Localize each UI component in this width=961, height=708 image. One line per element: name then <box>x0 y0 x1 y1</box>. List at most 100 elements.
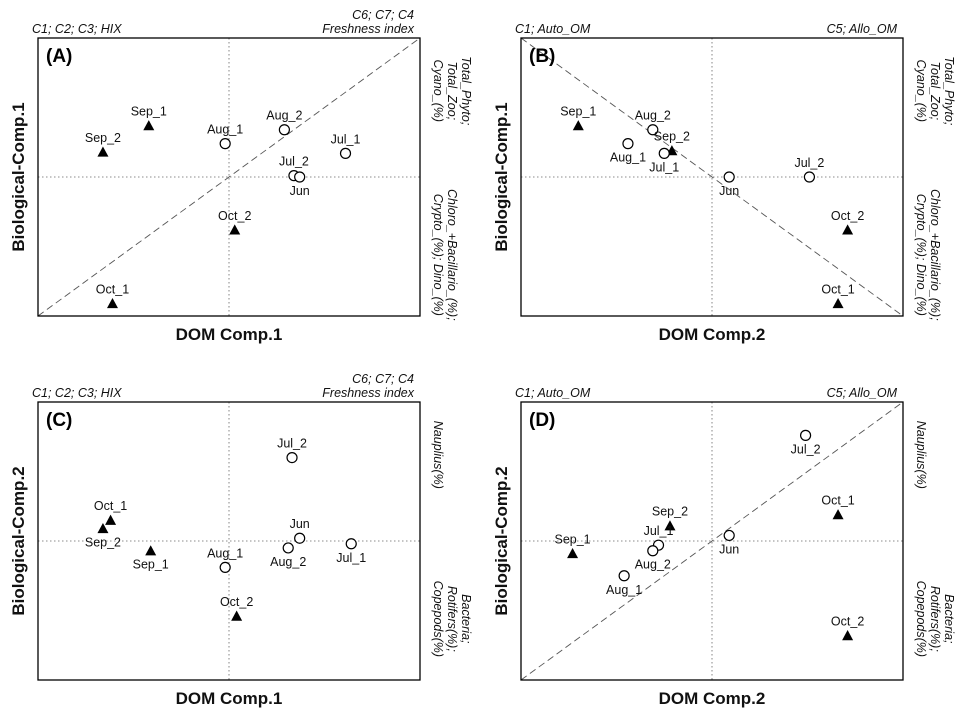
x-axis-label: DOM Comp.1 <box>176 689 283 708</box>
corner-label-right: C6; C7; C4 <box>352 8 414 22</box>
point-label: Sep_1 <box>560 105 596 119</box>
point-label: Jul_2 <box>794 156 824 170</box>
y-axis-label: Biological-Comp.2 <box>492 466 511 615</box>
point-jun <box>723 529 735 542</box>
point-label: Aug_1 <box>207 123 243 137</box>
point-oct-2 <box>231 610 243 621</box>
point-jun <box>723 171 735 183</box>
point-oct-2 <box>229 224 241 235</box>
point-label: Aug_2 <box>270 555 306 569</box>
point-label: Oct_1 <box>821 494 854 508</box>
point-sep-1 <box>143 120 155 131</box>
panel-label: (D) <box>529 410 555 431</box>
point-aug-1 <box>618 570 630 582</box>
corner-label-right: C5; Allo_OM <box>827 386 898 400</box>
point-jul-1 <box>339 147 352 159</box>
point-label: Aug_2 <box>635 109 671 123</box>
corner-label-left: C1; Auto_OM <box>515 22 591 36</box>
side-label-lower: Rotifers(%); <box>928 586 942 653</box>
point-label: Sep_2 <box>654 130 690 144</box>
point-label: Jul_1 <box>331 132 361 146</box>
point-oct-2 <box>842 224 854 235</box>
point-aug-2 <box>647 124 659 136</box>
y-axis-label: Biological-Comp.2 <box>9 466 28 615</box>
y-axis-label: Biological-Comp.1 <box>492 102 511 251</box>
point-oct-1 <box>106 297 118 309</box>
x-axis-label: DOM Comp.2 <box>659 689 766 708</box>
point-oct-1 <box>105 514 117 525</box>
corner-label-right: C5; Allo_OM <box>827 22 898 36</box>
panel-label: (B) <box>529 46 555 67</box>
corner-label-right: C6; C7; C4 <box>352 372 414 386</box>
point-sep-2 <box>664 520 676 531</box>
side-label-lower: Bacteria; <box>459 594 473 644</box>
point-label: Oct_1 <box>96 282 129 296</box>
point-aug-2 <box>282 542 294 554</box>
corner-label-left: C1; Auto_OM <box>515 386 591 400</box>
point-label: Sep_2 <box>85 131 121 145</box>
point-sep-1 <box>572 120 584 131</box>
point-label: Jul_1 <box>644 524 674 538</box>
point-jul-1 <box>658 147 670 159</box>
x-axis-label: DOM Comp.1 <box>176 325 283 344</box>
side-label-upper: Total_Phyto; <box>459 56 473 126</box>
point-jul-1 <box>345 538 357 550</box>
point-sep-1 <box>567 548 579 559</box>
point-sep-1 <box>145 545 157 556</box>
side-label-lower: Rotifers(%); <box>445 586 459 653</box>
plot-frame <box>37 401 421 681</box>
point-label: Aug_1 <box>207 546 243 560</box>
point-label: Jul_2 <box>277 437 307 451</box>
point-oct-2 <box>842 630 854 641</box>
side-label-lower: Chloro_+Bacillario_(%); <box>928 189 942 321</box>
point-label: Oct_2 <box>831 615 864 629</box>
point-label: Oct_1 <box>94 499 127 513</box>
x-axis-label: DOM Comp.2 <box>659 325 766 344</box>
point-aug-2 <box>278 124 290 136</box>
point-aug-1 <box>219 561 231 574</box>
point-jun <box>294 171 306 183</box>
point-label: Jul_1 <box>649 160 679 174</box>
point-sep-2 <box>97 146 109 157</box>
side-label-lower: Crypto_(%); Dino_(%) <box>914 194 928 316</box>
corner-label-right: Freshness index <box>322 22 414 36</box>
point-label: Jul_2 <box>791 442 821 456</box>
side-label-lower: Crypto_(%); Dino_(%) <box>431 194 445 316</box>
point-label: Aug_2 <box>635 558 671 572</box>
point-aug-2 <box>647 545 659 557</box>
plot-frame <box>520 401 904 681</box>
panel-label: (C) <box>46 410 72 431</box>
corner-label-left: C1; C2; C3; HIX <box>32 22 122 36</box>
diagonal-line <box>37 37 421 317</box>
point-aug-1 <box>219 138 231 150</box>
point-oct-1 <box>832 297 844 309</box>
point-label: Aug_1 <box>610 151 646 165</box>
corner-label-right: Freshness index <box>322 386 414 400</box>
side-label-lower: Bacteria; <box>942 594 956 644</box>
side-label-upper: Total_Zoo; <box>445 62 459 121</box>
point-label: Sep_1 <box>133 558 169 572</box>
point-label: Sep_2 <box>652 505 688 519</box>
side-label-upper: Nauplius(%) <box>431 421 445 489</box>
point-label: Oct_2 <box>218 209 251 223</box>
side-label-lower: Copepods(%) <box>431 581 445 657</box>
plot-frame <box>520 37 904 317</box>
point-label: Oct_1 <box>821 282 854 296</box>
point-sep-2 <box>97 522 109 534</box>
point-label: Sep_1 <box>554 533 590 547</box>
point-jul-2 <box>799 429 812 441</box>
corner-label-left: C1; C2; C3; HIX <box>32 386 122 400</box>
side-label-lower: Copepods(%) <box>914 581 928 657</box>
point-label: Oct_2 <box>831 209 864 223</box>
point-label: Oct_2 <box>220 595 253 609</box>
y-axis-label: Biological-Comp.1 <box>9 102 28 251</box>
point-label: Jun <box>290 184 310 198</box>
point-oct-1 <box>832 509 844 520</box>
side-label-upper: Total_Zoo; <box>928 62 942 121</box>
point-label: Aug_2 <box>266 109 302 123</box>
diagonal-line <box>520 37 904 317</box>
side-label-upper: Cyano_(%) <box>431 60 445 123</box>
point-label: Jun <box>719 542 739 556</box>
